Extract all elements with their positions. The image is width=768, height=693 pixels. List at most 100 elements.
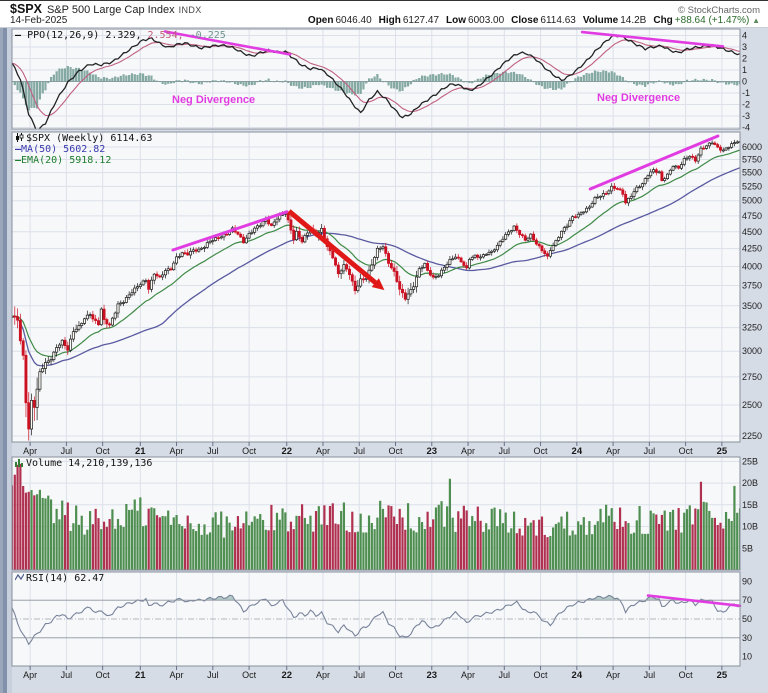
ppo-divergence-trendline-1 (163, 30, 292, 56)
svg-text:Jul: Jul (207, 670, 219, 680)
svg-text:Jul: Jul (61, 670, 73, 680)
svg-text:30: 30 (742, 633, 752, 643)
date-axis-row-2: Apr Jul Oct 21 Apr Jul Oct 22 Apr Jul Oct 23 Apr Jul O… (23, 666, 728, 681)
price-panel: 6000 5750 5500 5250 5000 4750 4500 4250 4000 3750… (11, 131, 762, 443)
exchange: INDX (178, 5, 202, 15)
price-symbol: $SPX (Weekly) (26, 133, 105, 144)
ppo-panel: 43 21 0-1 -2-3 -4 (11, 28, 750, 133)
ppo-histogram (12, 66, 740, 111)
candlestick-icon (16, 133, 24, 142)
price-last: 6114.63 (110, 133, 153, 144)
svg-text:Oct: Oct (389, 670, 404, 680)
svg-text:Jul: Jul (354, 670, 366, 680)
ppo-histogram-value: -0.225 (189, 30, 226, 41)
quote-strip: Open 6046.40 High 6127.47 Low 6003.00 Close… (307, 15, 760, 26)
svg-text:21: 21 (135, 670, 146, 681)
svg-text:Jul: Jul (499, 446, 511, 456)
svg-text:4750: 4750 (742, 211, 762, 221)
svg-text:3250: 3250 (742, 323, 762, 333)
svg-text:23: 23 (426, 446, 437, 457)
neg-divergence-annotation-1: Neg Divergence (172, 94, 256, 106)
svg-text:25: 25 (717, 670, 728, 681)
svg-text:Apr: Apr (170, 446, 184, 456)
ppo-value: 2.329, (105, 30, 142, 41)
date-axis-row-1: Apr Jul Oct 21 Apr Jul Oct 22 Apr Jul Oct 23 Apr Jul O… (23, 442, 728, 457)
rsi-label: RSI(14) (26, 573, 69, 584)
price-series (12, 138, 740, 441)
price-trendline-2021 (171, 210, 289, 252)
svg-text:Oct: Oct (96, 670, 111, 680)
svg-text:Jul: Jul (354, 446, 366, 456)
svg-text:Apr: Apr (23, 670, 37, 680)
symbol-name: S&P 500 Large Cap Index (46, 4, 175, 16)
red-decline-arrow (287, 209, 382, 289)
chart-header: $SPX S&P 500 Large Cap Index INDX © Stoc… (0, 1, 768, 28)
credit: © StockCharts.com (678, 5, 760, 16)
svg-text:90: 90 (742, 576, 752, 586)
svg-text:Oct: Oct (679, 670, 694, 680)
svg-text:3500: 3500 (742, 301, 762, 311)
rsi-legend: RSI(14) 62.47 (15, 573, 104, 584)
svg-text:2750: 2750 (742, 372, 762, 382)
svg-text:-1: -1 (742, 88, 750, 98)
svg-text:70: 70 (742, 595, 752, 605)
volume-legend: Volume 14,210,139,136 (15, 458, 152, 469)
svg-text:-3: -3 (742, 111, 750, 121)
svg-text:5B: 5B (742, 543, 753, 553)
high-value: 6127.47 (402, 15, 440, 26)
svg-text:3: 3 (742, 42, 747, 52)
svg-text:5750: 5750 (742, 155, 762, 165)
svg-text:Apr: Apr (606, 670, 620, 680)
open-value: 6046.40 (335, 15, 372, 26)
svg-text:25: 25 (717, 446, 728, 457)
svg-text:6000: 6000 (742, 142, 762, 152)
rsi-divergence-trendline (646, 594, 742, 608)
svg-text:2500: 2500 (742, 400, 762, 410)
svg-text:20B: 20B (742, 478, 758, 488)
svg-text:Apr: Apr (316, 670, 330, 680)
svg-text:-2: -2 (742, 100, 750, 110)
ppo-legend: — PPO(12,26,9) 2.329, 2.554, -0.225 (15, 30, 226, 41)
svg-text:5500: 5500 (742, 168, 762, 178)
svg-text:5250: 5250 (742, 181, 762, 191)
rsi-panel: 90 70 50 30 10 (11, 571, 752, 667)
svg-text:Apr: Apr (316, 446, 330, 456)
svg-text:21: 21 (135, 446, 146, 457)
volume-panel-frame (12, 457, 740, 570)
svg-text:3000: 3000 (742, 346, 762, 356)
ppo-signal-line (12, 39, 740, 117)
svg-text:Oct: Oct (534, 446, 549, 456)
red-arrow-head (371, 278, 385, 291)
up-triangle-icon: ▲ (752, 16, 760, 25)
ppo-divergence-trendline-2 (580, 30, 725, 48)
svg-text:Apr: Apr (170, 670, 184, 680)
volume-value: 14.2B (620, 15, 647, 26)
svg-text:4250: 4250 (742, 244, 762, 254)
rsi-series (12, 594, 740, 646)
svg-text:Jul: Jul (644, 446, 656, 456)
svg-text:22: 22 (281, 446, 292, 457)
low-value: 6003.00 (468, 15, 505, 26)
symbol: $SPX (10, 2, 42, 16)
svg-text:50: 50 (742, 614, 752, 624)
svg-text:-4: -4 (742, 123, 750, 133)
svg-text:23: 23 (426, 670, 437, 681)
chart-date: 14-Feb-2025 (10, 15, 68, 26)
price-trendline-2024 (588, 134, 720, 191)
svg-text:10: 10 (742, 652, 752, 662)
ma50-legend: MA(50) 5602.82 (21, 144, 106, 155)
volume-total: 14,210,139,136 (68, 458, 153, 469)
svg-text:22: 22 (281, 670, 292, 681)
svg-text:Oct: Oct (96, 446, 111, 456)
close-value: 6114.63 (540, 15, 576, 26)
ppo-signal-value: 2.554, (147, 30, 184, 41)
ppo-line-swatch: — (15, 30, 22, 41)
svg-text:4: 4 (742, 31, 747, 41)
svg-text:Jul: Jul (499, 670, 511, 680)
svg-text:Oct: Oct (679, 446, 694, 456)
svg-text:24: 24 (572, 670, 583, 681)
volume-bars (12, 463, 740, 570)
svg-text:0: 0 (742, 77, 747, 87)
svg-text:Apr: Apr (606, 446, 620, 456)
